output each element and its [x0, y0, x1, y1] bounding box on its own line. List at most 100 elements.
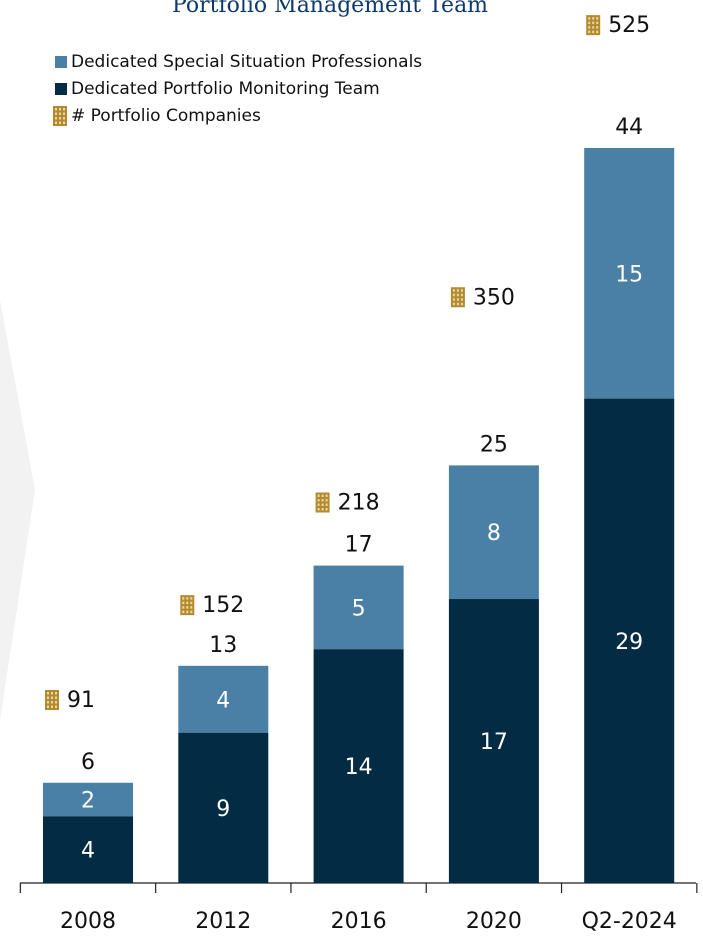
icon-window [190, 601, 193, 605]
icon-window [182, 601, 185, 605]
icon-window [317, 503, 320, 507]
icon-window [190, 610, 193, 614]
total-label: 17 [345, 533, 373, 558]
icon-window [321, 499, 324, 502]
icon-window [51, 705, 53, 708]
company-icon [586, 15, 601, 36]
company-label: 91 [67, 688, 95, 713]
icon-window [592, 30, 595, 34]
total-label: 6 [81, 750, 95, 775]
total-label: 13 [209, 633, 237, 658]
icon-window [55, 696, 57, 699]
company-icon [45, 689, 59, 710]
icon-window [63, 121, 65, 124]
icon-window [592, 26, 595, 29]
icon-window [456, 302, 459, 306]
icon-window [456, 298, 459, 301]
icon-window [596, 17, 599, 20]
icon-window [317, 508, 320, 511]
icon-window [182, 610, 185, 614]
icon-window [592, 21, 595, 25]
icon-window [55, 691, 57, 695]
icon-window [452, 298, 455, 301]
icon-window [190, 606, 193, 609]
bar-segment [584, 148, 675, 399]
data-label: 14 [345, 755, 373, 780]
icon-window [63, 117, 65, 120]
icon-window [321, 494, 324, 498]
icon-window [47, 705, 49, 708]
x-tick-label: Q2-2024 [582, 909, 677, 934]
icon-window [460, 289, 463, 292]
icon-window [59, 117, 61, 120]
data-label: 29 [615, 630, 643, 655]
bar-segment [448, 599, 539, 883]
icon-window [186, 606, 189, 609]
icon-window [59, 112, 61, 115]
icon-window [55, 117, 57, 120]
icon-window [592, 17, 595, 20]
legend-label: Dedicated Portfolio Monitoring Team [71, 79, 380, 99]
icon-window [596, 21, 599, 25]
company-label: 525 [608, 13, 650, 38]
data-label: 9 [216, 797, 230, 822]
company-icon [315, 492, 330, 513]
company-icon [450, 287, 465, 308]
legend-label: Dedicated Special Situation Professional… [71, 52, 422, 72]
icon-window [452, 302, 455, 306]
icon-window [47, 696, 49, 699]
icon-window [55, 705, 57, 708]
icon-window [325, 503, 328, 507]
data-label: 5 [352, 596, 366, 621]
icon-window [452, 289, 455, 292]
icon-window [588, 21, 591, 25]
icon-window [55, 112, 57, 115]
icon-window [460, 298, 463, 301]
company-label: 152 [202, 593, 244, 618]
bar-segment [178, 665, 269, 733]
icon-window [456, 293, 459, 297]
chart-title: Portfolio Management Team [172, 0, 488, 18]
icon-window [47, 691, 49, 695]
data-label: 8 [487, 521, 501, 546]
total-label: 44 [615, 115, 643, 140]
bar-segment [584, 398, 675, 883]
company-label: 350 [473, 285, 515, 310]
icon-window [47, 700, 49, 704]
data-label: 4 [216, 688, 230, 713]
company-icon [180, 595, 195, 616]
x-tick-label: 2008 [60, 909, 116, 934]
data-label: 17 [480, 730, 508, 755]
icon-window [55, 700, 57, 704]
icon-window [55, 121, 57, 124]
icon-window [452, 293, 455, 297]
icon-window [321, 503, 324, 507]
bar-segment [178, 732, 269, 883]
icon-window [325, 494, 328, 498]
icon-window [317, 494, 320, 498]
icon-window [59, 121, 61, 124]
icon-window [325, 499, 328, 502]
icon-window [186, 610, 189, 614]
icon-window [325, 508, 328, 511]
data-label: 4 [81, 839, 95, 864]
icon-window [456, 289, 459, 292]
icon-window [51, 700, 53, 704]
bar-segment [448, 465, 539, 600]
icon-window [51, 691, 53, 695]
data-label: 15 [615, 262, 643, 287]
icon-window [186, 601, 189, 605]
legend-label: # Portfolio Companies [71, 106, 261, 126]
icon-window [317, 499, 320, 502]
icon-window [596, 26, 599, 29]
background-chevron [0, 300, 35, 720]
x-tick-label: 2012 [195, 909, 251, 934]
x-tick-label: 2016 [331, 909, 387, 934]
icon-window [63, 112, 65, 115]
icon-window [186, 597, 189, 600]
icon-window [588, 30, 591, 34]
icon-window [59, 108, 61, 111]
icon-window [55, 108, 57, 111]
icon-window [460, 293, 463, 297]
bar-segment [43, 816, 133, 883]
